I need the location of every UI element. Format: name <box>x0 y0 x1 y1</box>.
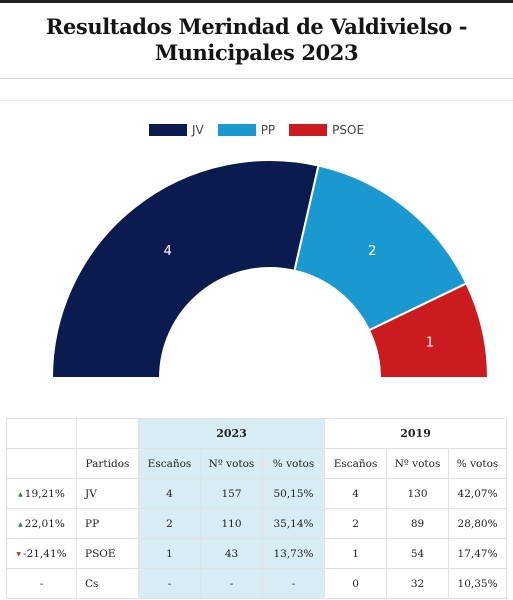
legend-label-psoe: PSOE <box>332 123 365 137</box>
seats-2019-cell: 4 <box>324 478 388 509</box>
seats-2023-cell: - <box>138 568 201 599</box>
seat-label-pp: 2 <box>368 244 376 259</box>
year-2023-header: 2023 <box>137 418 326 449</box>
hemicycle-segment-psoe[interactable] <box>367 282 490 379</box>
votes-2023-cell: - <box>200 568 263 599</box>
pct-2019-cell: 10,35% <box>448 568 508 599</box>
seats-2023-cell: 1 <box>138 538 201 569</box>
seats-2023-cell: 2 <box>138 508 201 539</box>
col-escanos-2023: Escaños <box>138 448 201 479</box>
party-cell: JV <box>76 478 139 509</box>
col-votos-2019: Nº votos <box>386 448 450 479</box>
votes-2019-cell: 89 <box>386 508 450 539</box>
results-table-wrap: 2023 2019 Partidos Escaños Nº votos % vo… <box>6 418 508 599</box>
chart-legend: JV PP PSOE <box>0 121 513 139</box>
table-row: 19,21% JV 4 157 50,15% 4 130 42,07% <box>6 478 508 509</box>
party-cell: PSOE <box>76 538 139 569</box>
pct-2023-cell: 50,15% <box>261 478 326 509</box>
table-row: -21,41% PSOE 1 43 13,73% 1 54 17,47% <box>6 538 508 569</box>
legend-label-jv: JV <box>191 123 204 137</box>
votes-2019-cell: 32 <box>386 568 450 599</box>
table-body: 19,21% JV 4 157 50,15% 4 130 42,07% 22,0… <box>6 478 508 599</box>
hemicycle-chart: 4 2 1 <box>50 159 490 379</box>
col-pct-2019: % votos <box>448 448 508 479</box>
legend-swatch-pp <box>217 124 256 136</box>
legend-item-jv[interactable]: JV <box>148 123 204 137</box>
pct-2019-cell: 28,80% <box>448 508 508 539</box>
legend-item-pp[interactable]: PP <box>217 123 276 137</box>
diff-cell: 22,01% <box>6 508 77 539</box>
table-year-header: 2023 2019 <box>6 418 508 449</box>
pct-2023-cell: 35,14% <box>261 508 326 539</box>
empty-header-cell <box>6 418 77 449</box>
col-escanos-2019: Escaños <box>324 448 388 479</box>
pct-2019-cell: 42,07% <box>448 478 508 509</box>
votes-2023-cell: 110 <box>200 508 263 539</box>
year-2019-header: 2019 <box>324 418 508 449</box>
results-table: 2023 2019 Partidos Escaños Nº votos % vo… <box>6 418 508 599</box>
empty-header-cell <box>76 418 139 449</box>
seats-2023-cell: 4 <box>138 478 201 509</box>
col-votos-2023: Nº votos <box>200 448 263 479</box>
seat-label-jv: 4 <box>164 244 172 259</box>
votes-2023-cell: 157 <box>200 478 263 509</box>
legend-swatch-jv <box>148 124 187 136</box>
party-cell: PP <box>76 508 139 539</box>
pct-2023-cell: 13,73% <box>261 538 326 569</box>
col-partidos: Partidos <box>76 448 139 479</box>
votes-2019-cell: 130 <box>386 478 450 509</box>
pct-2023-cell: - <box>261 568 326 599</box>
col-pct-2023: % votos <box>261 448 326 479</box>
top-rule <box>0 0 513 3</box>
diff-cell: 19,21% <box>6 478 77 509</box>
table-row: 22,01% PP 2 110 35,14% 2 89 28,80% <box>6 508 508 539</box>
pct-2019-cell: 17,47% <box>448 538 508 569</box>
diff-cell: - <box>6 568 77 599</box>
legend-label-pp: PP <box>260 123 276 137</box>
table-column-header: Partidos Escaños Nº votos % votos Escaño… <box>6 448 508 479</box>
chart-divider <box>0 100 513 101</box>
empty-header-cell <box>6 448 77 479</box>
seat-label-psoe: 1 <box>426 336 434 351</box>
hemicycle-segment-jv[interactable] <box>50 159 320 379</box>
seats-2019-cell: 0 <box>324 568 388 599</box>
table-row: - Cs - - - 0 32 10,35% <box>6 568 508 599</box>
seats-2019-cell: 1 <box>324 538 388 569</box>
party-cell: Cs <box>76 568 139 599</box>
votes-2023-cell: 43 <box>200 538 263 569</box>
diff-cell: -21,41% <box>6 538 77 569</box>
legend-item-psoe[interactable]: PSOE <box>289 123 364 137</box>
votes-2019-cell: 54 <box>386 538 450 569</box>
legend-swatch-psoe <box>289 124 328 136</box>
seats-2019-cell: 2 <box>324 508 388 539</box>
page-title: Resultados Merindad de Valdivielso - Mun… <box>45 14 468 65</box>
title-divider <box>0 78 513 79</box>
